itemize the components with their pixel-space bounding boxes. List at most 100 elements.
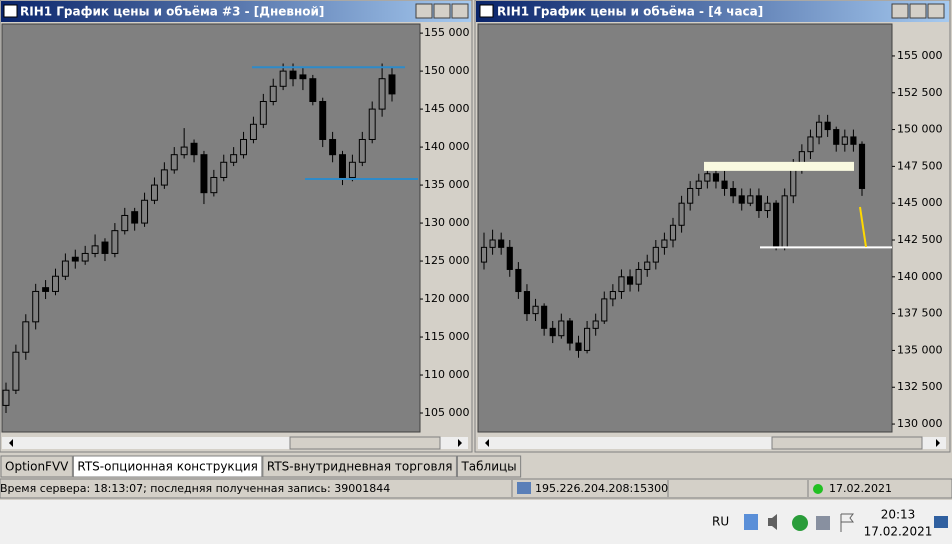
candle-body (480, 246, 488, 263)
tray-icon[interactable] (744, 514, 758, 530)
y-tick-label: 115 000 (424, 330, 470, 343)
candle-body (131, 211, 139, 224)
candle-body (652, 246, 659, 263)
candle-body (695, 180, 702, 189)
tab[interactable] (262, 455, 457, 478)
candle-body (781, 195, 788, 248)
close-button[interactable] (927, 3, 945, 19)
scrollbar[interactable] (478, 436, 946, 450)
clock-date[interactable]: 17.02.2021 (864, 525, 933, 539)
candle-body (378, 78, 386, 110)
tab-label[interactable]: RTS-опционная конструкция (77, 460, 258, 474)
candle-body (329, 138, 337, 156)
security-icon[interactable] (792, 515, 808, 531)
candle-body (309, 78, 317, 102)
network-icon (517, 482, 531, 494)
candle-body (358, 138, 366, 163)
status-bar (0, 478, 952, 499)
y-tick-label: 140 000 (897, 270, 943, 283)
volume-icon[interactable] (768, 514, 777, 530)
candle-body (644, 261, 651, 270)
close-button[interactable] (451, 3, 469, 19)
window-title: RIH1 График цены и объёма #3 - [Дневной] (20, 5, 324, 19)
candle-body (515, 268, 522, 293)
candle-body (200, 154, 208, 194)
candle-body (712, 173, 720, 182)
network-tray-icon[interactable] (816, 516, 830, 530)
window-title: RIH1 График цены и объёма - [4 часа] (497, 5, 763, 19)
scrollbar[interactable] (2, 436, 468, 450)
candle-body (807, 136, 814, 153)
candle-body (388, 74, 396, 95)
candle-body (764, 202, 771, 212)
tab-label[interactable]: RTS-внутридневная торговля (267, 460, 453, 474)
candle-body (626, 276, 634, 285)
y-tick-label: 135 000 (897, 343, 943, 356)
clock-time[interactable]: 20:13 (881, 508, 916, 522)
tab[interactable] (72, 455, 263, 478)
title-bar (1, 1, 471, 22)
minimize-button[interactable] (415, 3, 433, 19)
candle-body (687, 187, 694, 204)
candle-body (858, 143, 866, 189)
y-tick-label: 155 000 (424, 26, 470, 39)
maximize-button[interactable] (909, 3, 927, 19)
candle-body (558, 320, 565, 337)
candle-body (12, 351, 20, 391)
candle-body (506, 246, 513, 270)
candle-body (532, 305, 539, 315)
window-buttons[interactable] (891, 3, 945, 19)
charts: 105 000 110 000 115 000 120 000 125 000 130 0… (1, 23, 943, 433)
candle-body (52, 275, 59, 292)
scroll-thumb[interactable] (289, 436, 441, 450)
language-indicator[interactable]: RU (712, 515, 729, 529)
candle-body (541, 305, 548, 329)
candle-body (498, 239, 505, 248)
candle-body (669, 224, 677, 241)
candle-body (2, 389, 10, 406)
window-icon (479, 4, 494, 18)
status-date: 17.02.2021 (829, 482, 892, 495)
y-tick-label: 132 500 (897, 380, 943, 393)
minimize-button[interactable] (891, 3, 909, 19)
candle-body (566, 320, 573, 344)
candle-body (190, 142, 198, 156)
candle-body (249, 123, 257, 140)
candle-body (121, 214, 129, 232)
y-tick-label: 120 000 (424, 292, 470, 305)
candle-body (601, 298, 608, 322)
y-tick-label: 137 500 (897, 307, 943, 320)
candle-body (319, 100, 327, 140)
y-tick-label: 130 000 (897, 417, 943, 430)
y-tick-label: 105 000 (424, 406, 470, 419)
window-icon (3, 4, 18, 18)
candle-body (704, 173, 711, 182)
candle-body (61, 260, 69, 277)
connection-indicator (813, 484, 823, 494)
candle-body (592, 320, 599, 329)
candle-body (42, 287, 50, 292)
candle-body (721, 180, 728, 189)
candle-body (170, 154, 178, 171)
maximize-button[interactable] (433, 3, 451, 19)
candle-body (289, 70, 297, 80)
candle-body (575, 342, 582, 351)
candle-body (141, 199, 149, 224)
candle-body (259, 100, 267, 125)
candle-body (101, 241, 109, 254)
candle-body (747, 195, 754, 204)
tab[interactable] (456, 455, 522, 478)
tab-label[interactable]: OptionFVV (5, 460, 69, 474)
candle-body (618, 276, 625, 293)
title-bar (476, 1, 949, 22)
show-desktop-icon[interactable] (934, 516, 948, 528)
candle-body (850, 136, 857, 145)
tab[interactable] (0, 455, 73, 478)
candle-body (584, 327, 591, 351)
flag-icon[interactable] (840, 513, 854, 532)
window-buttons[interactable] (415, 3, 469, 19)
tab-label[interactable]: Таблицы (460, 460, 516, 474)
candle-body (71, 256, 79, 262)
scroll-thumb[interactable] (771, 436, 923, 450)
candle-body (348, 161, 356, 178)
